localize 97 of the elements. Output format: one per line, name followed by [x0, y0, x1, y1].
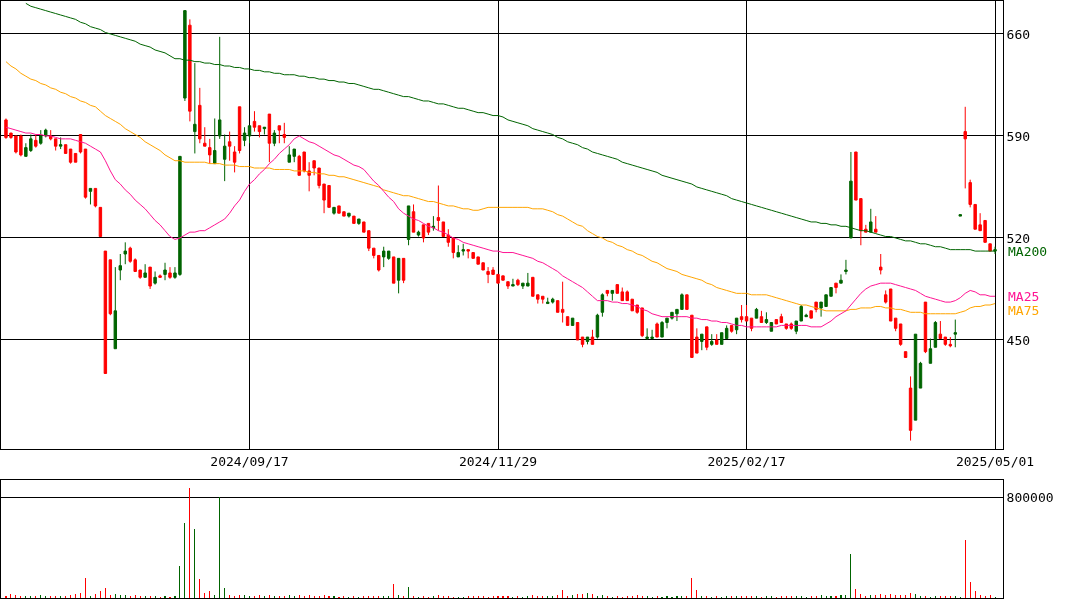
candlestick — [849, 151, 853, 239]
x-tick-label: 2024/09/17 — [210, 453, 289, 469]
candlestick — [700, 333, 704, 351]
series-label: MA200 — [1008, 244, 1048, 259]
x-tick-label: 2025/02/17 — [707, 453, 786, 469]
candlestick — [411, 203, 416, 233]
candlestick — [113, 266, 118, 350]
candlestick — [193, 62, 197, 154]
candlestick — [168, 266, 172, 280]
candlestick — [839, 273, 843, 284]
candlestick — [213, 117, 217, 165]
x-tick-label: 2025/05/01 — [955, 453, 1035, 469]
candlestick — [605, 289, 610, 297]
y-tick-label: 800000 — [1006, 489, 1054, 505]
candlestick — [908, 375, 913, 442]
candlestick — [874, 215, 878, 233]
candlestick — [198, 87, 202, 144]
candlestick — [744, 304, 749, 322]
line-series — [5, 61, 996, 315]
candlestick — [809, 310, 813, 319]
candlestick — [272, 129, 277, 147]
candlestick — [247, 125, 252, 144]
y-tick-label: 520 — [1006, 230, 1031, 246]
candlestick — [466, 249, 470, 259]
candlestick — [143, 263, 147, 278]
candlestick — [739, 304, 744, 323]
candlestick — [590, 329, 595, 345]
candlestick — [357, 218, 361, 226]
candlestick — [252, 110, 257, 133]
series-label: MA25 — [1008, 289, 1040, 304]
candlestick — [759, 310, 764, 323]
candlestick — [610, 289, 615, 302]
candlestick — [570, 317, 575, 326]
candlestick — [118, 253, 122, 281]
candlestick — [227, 131, 232, 162]
y-tick-label: 590 — [1006, 128, 1031, 144]
candlestick — [68, 148, 73, 165]
candlestick — [655, 322, 659, 338]
candlestick — [203, 126, 207, 147]
candlestick — [879, 253, 883, 275]
candlestick — [456, 244, 460, 258]
candlestick — [511, 278, 515, 287]
candlestick — [153, 270, 157, 286]
candlestick — [267, 113, 272, 163]
candlestick — [729, 324, 734, 334]
candlestick — [715, 333, 719, 345]
candlestick — [705, 326, 709, 351]
candlestick — [188, 18, 192, 122]
candlestick — [516, 278, 520, 287]
candlestick — [585, 336, 590, 345]
candlestick — [282, 122, 287, 144]
candlestick — [332, 206, 336, 216]
candlestick — [396, 257, 401, 294]
candlestick — [148, 266, 152, 290]
candlestick — [208, 138, 212, 165]
candlestick — [163, 262, 167, 281]
candlestick — [34, 134, 38, 149]
candlestick — [550, 297, 555, 305]
candlestick — [869, 208, 873, 233]
candlestick — [222, 134, 227, 182]
candlestick — [764, 311, 769, 325]
candlestick — [580, 336, 585, 348]
candlestick — [958, 214, 962, 217]
candlestick — [242, 126, 247, 147]
y-tick-label: 450 — [1006, 332, 1031, 348]
candlestick — [158, 273, 162, 278]
candlestick — [953, 319, 957, 348]
candlestick — [232, 145, 237, 173]
candlestick — [183, 10, 187, 102]
candlestick — [391, 256, 396, 284]
candlestick — [347, 212, 351, 219]
series-label: MA75 — [1008, 303, 1040, 318]
candlestick — [685, 294, 689, 310]
candlestick — [834, 282, 838, 294]
candlestick — [88, 187, 93, 205]
candlestick — [421, 224, 426, 243]
candlestick — [506, 281, 510, 290]
candlestick — [710, 333, 714, 347]
y-tick-label: 660 — [1006, 26, 1031, 42]
candlestick — [352, 215, 356, 224]
candlestick — [754, 307, 759, 319]
line-series — [5, 126, 996, 328]
candlestick — [844, 259, 848, 275]
candlestick — [928, 338, 933, 364]
candlestick — [123, 241, 127, 265]
candlestick — [461, 243, 465, 256]
candlestick — [58, 136, 63, 150]
candlestick — [257, 125, 262, 138]
candlestick — [262, 126, 267, 135]
x-tick-label: 2024/11/29 — [458, 453, 538, 469]
candlestick — [436, 185, 441, 232]
candlestick — [217, 36, 222, 140]
candlestick — [277, 125, 282, 144]
candlestick — [963, 106, 967, 189]
candlestick — [416, 230, 421, 238]
candlestick — [431, 215, 436, 232]
candlestick — [560, 281, 565, 323]
